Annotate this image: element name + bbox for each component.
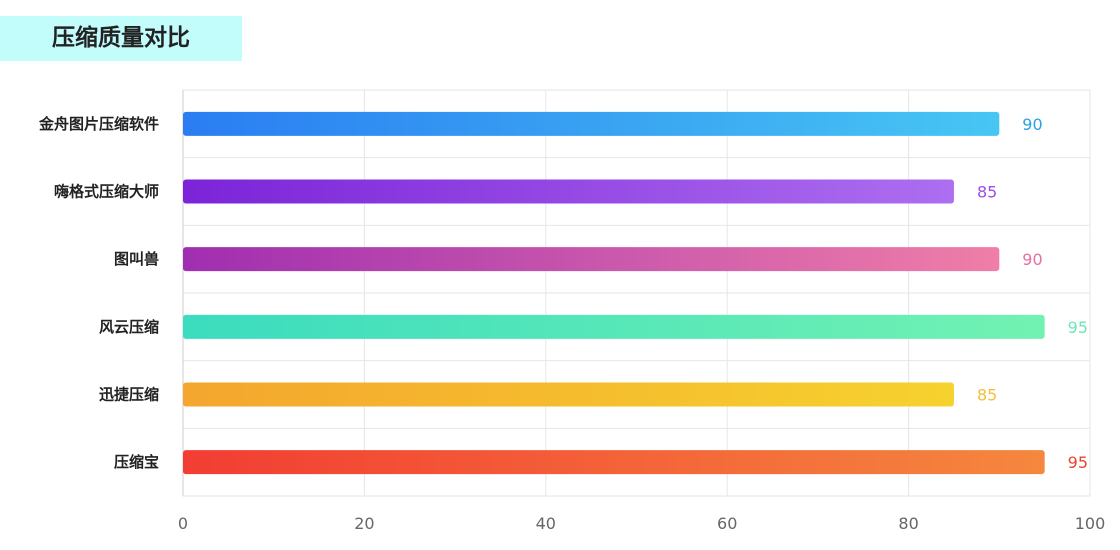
value-label: 90	[1022, 250, 1042, 269]
x-tick-label: 60	[717, 514, 737, 533]
labels: 0 20 40 60 80 100 金舟图片压缩软件 90 嗨格式压缩大师 85 图叫兽 90 风云压缩…	[38, 115, 1105, 533]
value-label: 85	[977, 386, 997, 405]
category-label: 图叫兽	[114, 250, 159, 268]
x-tick-label: 100	[1075, 514, 1106, 533]
x-tick-label: 40	[536, 514, 556, 533]
category-label: 迅捷压缩	[99, 386, 159, 404]
category-label: 压缩宝	[114, 453, 159, 471]
x-tick-label: 20	[354, 514, 374, 533]
value-label: 95	[1068, 453, 1088, 472]
bar-1	[183, 179, 954, 204]
value-label: 95	[1068, 318, 1088, 337]
x-tick-label: 80	[898, 514, 918, 533]
x-tick-label: 0	[178, 514, 188, 533]
title-box: 压缩质量对比	[0, 16, 242, 61]
value-label: 90	[1022, 115, 1042, 134]
category-label: 风云压缩	[99, 318, 159, 336]
chart-title: 压缩质量对比	[52, 25, 190, 51]
category-label: 金舟图片压缩软件	[38, 115, 159, 133]
bar-0	[183, 111, 1000, 136]
bar-3	[183, 314, 1045, 339]
bar-2	[183, 247, 1000, 272]
grid	[182, 89, 1091, 497]
bars	[183, 111, 1045, 475]
category-label: 嗨格式压缩大师	[54, 183, 159, 201]
value-label: 85	[977, 183, 997, 202]
bar-5	[183, 450, 1045, 475]
bar-4	[183, 382, 954, 407]
